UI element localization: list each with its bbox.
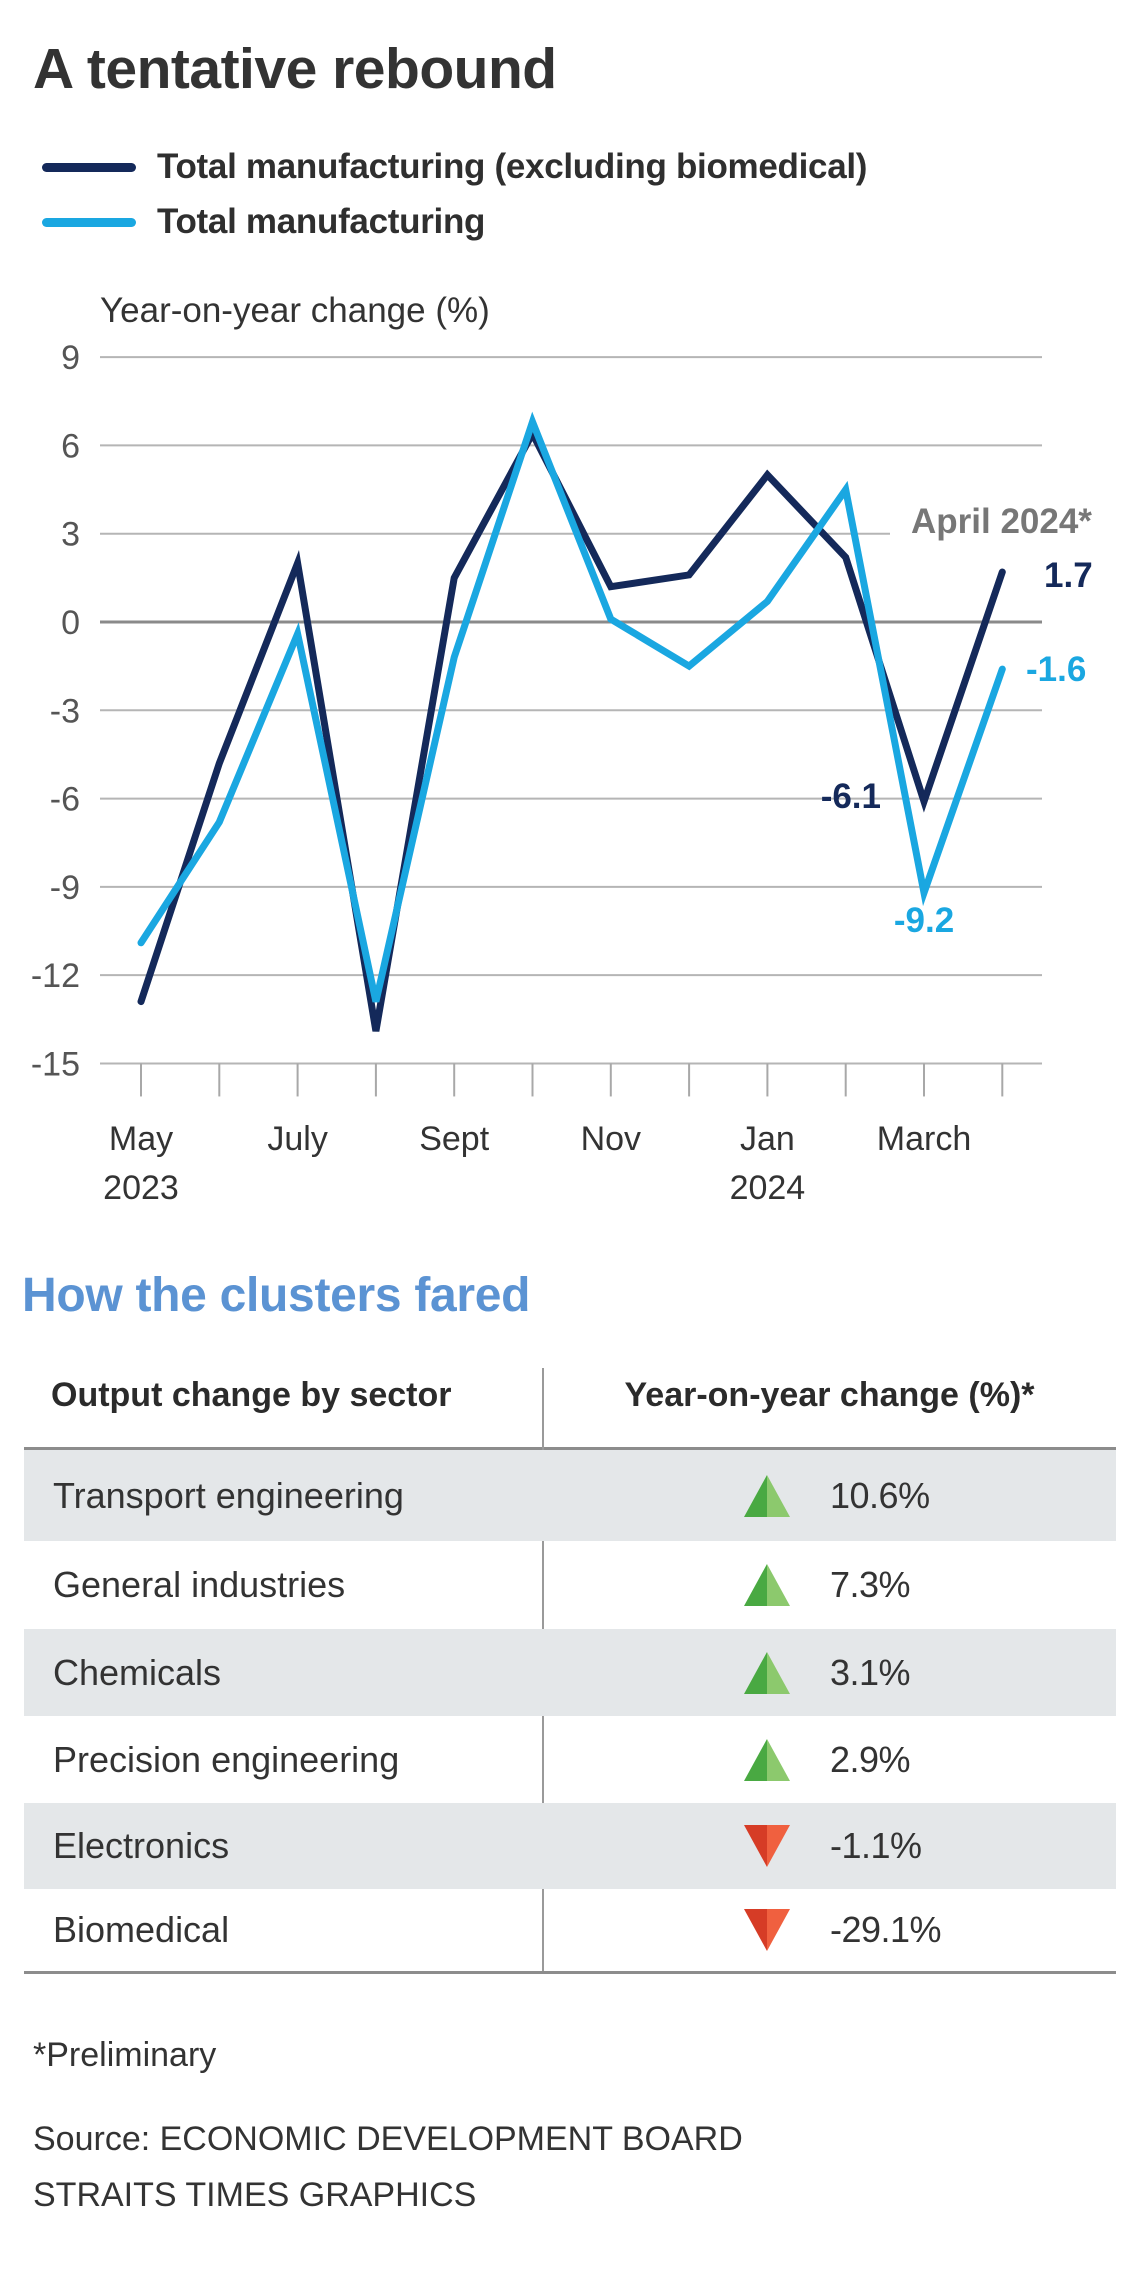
- y-tick-label: -3: [50, 692, 80, 730]
- y-tick-label: -6: [50, 781, 80, 819]
- y-tick-labels: 9 6 3 0 -3 -6 -9 -12 -15: [31, 339, 80, 1083]
- clusters-table: Output change by sector Year-on-year cha…: [24, 1368, 1116, 1974]
- change-value: 7.3%: [830, 1564, 911, 1605]
- change-cell: 10.6%: [744, 1474, 930, 1517]
- chart-title: A tentative rebound: [33, 37, 557, 101]
- annotation-value-dark-march: -6.1: [821, 777, 881, 816]
- change-value: -29.1%: [830, 1909, 942, 1950]
- table-row: Electronics -1.1%: [24, 1803, 1116, 1889]
- x-tick-label: July: [267, 1120, 327, 1158]
- clusters-title: How the clusters fared: [22, 1269, 531, 1322]
- series-line-0: [137, 426, 1006, 1032]
- change-cell: 7.3%: [744, 1564, 911, 1606]
- sector-name: Biomedical: [53, 1909, 230, 1950]
- x-ticks: [140, 1063, 1004, 1097]
- header-change: Year-on-year change (%)*: [624, 1376, 1035, 1414]
- y-tick-label: 0: [61, 604, 80, 642]
- x-tick-year-label: 2024: [730, 1169, 806, 1207]
- annotation-value-dark-latest: 1.7: [1044, 556, 1093, 595]
- table-row: Transport engineering 10.6%: [24, 1450, 1116, 1541]
- up-triangle-icon: [744, 1474, 790, 1517]
- legend-label: Total manufacturing: [157, 202, 486, 241]
- y-tick-label: -9: [50, 869, 80, 907]
- annotation-value-light-latest: -1.6: [1026, 650, 1086, 689]
- series-line-1: [137, 411, 1006, 1003]
- table-row: General industries 7.3%: [24, 1541, 1116, 1629]
- change-value: 10.6%: [830, 1474, 930, 1516]
- change-value: -1.1%: [830, 1825, 922, 1866]
- bottom-rule: [24, 1971, 1116, 1974]
- header-rule: [24, 1447, 1116, 1450]
- sector-name: Transport engineering: [53, 1474, 404, 1516]
- y-tick-label: 3: [61, 516, 80, 554]
- change-value: 3.1%: [830, 1651, 911, 1693]
- sector-name: General industries: [53, 1564, 346, 1605]
- change-cell: -29.1%: [744, 1909, 942, 1951]
- line-chart: 9 6 3 0 -3 -6 -9 -12 -15 May 2023 July Sept Nov Jan 20…: [31, 339, 1093, 1207]
- down-triangle-icon: [744, 1825, 790, 1867]
- graphics-credit: STRAITS TIMES GRAPHICS: [33, 2176, 477, 2214]
- y-tick-label: -15: [31, 1045, 80, 1083]
- down-triangle-icon: [744, 1909, 790, 1951]
- annotations: April 2024* 1.7 -1.6 -6.1 -9.2: [821, 502, 1093, 940]
- y-tick-label: 9: [61, 339, 80, 377]
- sector-name: Electronics: [53, 1825, 230, 1866]
- table-row: Precision engineering 2.9%: [24, 1716, 1116, 1803]
- change-value: 2.9%: [830, 1738, 911, 1780]
- legend-item-total: Total manufacturing: [42, 202, 485, 242]
- table-header: Output change by sector Year-on-year cha…: [24, 1368, 1116, 1447]
- change-cell: 2.9%: [744, 1738, 911, 1781]
- x-tick-labels: May 2023 July Sept Nov Jan 2024 March: [103, 1120, 971, 1207]
- x-tick-label: May: [109, 1120, 173, 1158]
- x-tick-label: Jan: [740, 1120, 795, 1158]
- series-lines: [137, 411, 1006, 1032]
- up-triangle-icon: [744, 1564, 790, 1606]
- table-row: Biomedical -29.1%: [24, 1889, 1116, 1971]
- y-tick-label: -12: [31, 957, 80, 995]
- sector-name: Precision engineering: [53, 1738, 400, 1780]
- footnote-preliminary: *Preliminary: [33, 2036, 217, 2074]
- source-credit: Source: ECONOMIC DEVELOPMENT BOARD: [33, 2120, 743, 2158]
- legend-label: Total manufacturing (excluding biomedica…: [157, 147, 868, 186]
- legend-swatch-light-blue: [42, 217, 136, 227]
- y-tick-label: 6: [61, 427, 80, 465]
- table-row: Chemicals 3.1%: [24, 1629, 1116, 1716]
- x-tick-year-label: 2023: [103, 1169, 179, 1207]
- up-triangle-icon: [744, 1738, 790, 1781]
- header-sector: Output change by sector: [51, 1376, 452, 1414]
- legend-swatch-navy: [42, 162, 136, 172]
- x-tick-label: Sept: [419, 1120, 489, 1158]
- change-cell: -1.1%: [744, 1825, 922, 1867]
- sector-name: Chemicals: [53, 1651, 222, 1693]
- x-tick-label: Nov: [581, 1120, 641, 1158]
- annotation-value-light-march: -9.2: [894, 901, 954, 940]
- change-cell: 3.1%: [744, 1651, 911, 1694]
- up-triangle-icon: [744, 1651, 790, 1694]
- x-tick-label: March: [877, 1120, 971, 1158]
- legend-item-excluding-biomedical: Total manufacturing (excluding biomedica…: [42, 147, 867, 187]
- y-axis-label: Year-on-year change (%): [100, 291, 490, 330]
- annotation-april-2024: April 2024*: [911, 502, 1092, 541]
